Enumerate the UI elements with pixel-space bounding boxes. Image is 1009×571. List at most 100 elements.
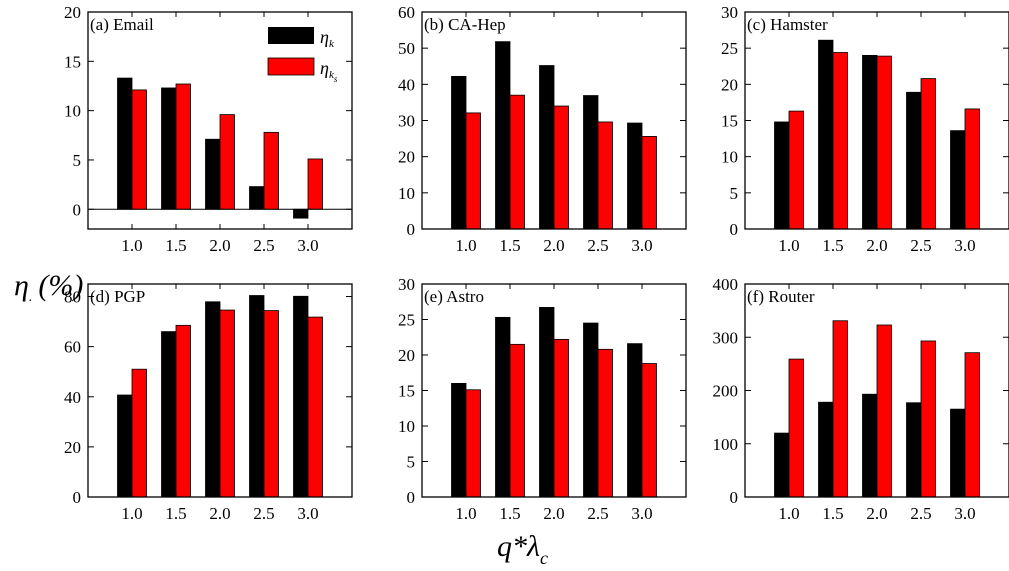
bar [876, 324, 892, 498]
y-tick-label: 80 [64, 288, 81, 307]
y-tick-label: 20 [398, 346, 415, 365]
panel-label: (a) Email [90, 15, 154, 34]
x-tick-label: 3.0 [631, 236, 652, 255]
x-tick-label: 2.5 [587, 504, 608, 523]
x-tick-label: 1.0 [121, 504, 142, 523]
bar [465, 389, 481, 498]
bar [539, 307, 555, 498]
bar [920, 340, 936, 498]
y-tick-label: 30 [398, 112, 415, 131]
bar [906, 402, 922, 498]
x-tick-label: 2.5 [253, 236, 274, 255]
panel-4: 0 20 40 60 80 1.0 1.5 2.0 2.5 3.0 (d) PGP [64, 283, 353, 523]
bar [862, 393, 878, 498]
bar [263, 131, 279, 210]
bar [205, 138, 221, 210]
y-tick-label: 20 [64, 3, 81, 22]
legend-label-k: ηk [320, 27, 335, 50]
x-tick-label: 2.0 [543, 236, 564, 255]
x-tick-label: 3.0 [954, 236, 975, 255]
bar [627, 343, 643, 498]
x-tick-label: 1.5 [822, 504, 843, 523]
bar [219, 114, 235, 210]
y-tick-label: 40 [64, 388, 81, 407]
x-tick-label: 3.0 [297, 236, 318, 255]
panel-2: 0 10 20 30 40 50 60 1.0 1.5 2.0 2.5 3.0 (b) CA-Hep [398, 3, 687, 255]
y-tick-label: 20 [721, 75, 738, 94]
panel-1: 0 5 10 15 20 1.0 1.5 2.0 2.5 3.0 (a) Email [64, 3, 353, 255]
y-tick-label: 15 [721, 112, 738, 131]
x-tick-label: 2.0 [543, 504, 564, 523]
x-tick-label: 1.5 [499, 504, 520, 523]
y-tick-label: 0 [730, 220, 739, 239]
x-tick-label: 2.5 [253, 504, 274, 523]
x-tick-label: 3.0 [297, 504, 318, 523]
bar [583, 95, 599, 230]
y-tick-label: 10 [721, 148, 738, 167]
panels: 0 5 10 15 20 1.0 1.5 2.0 2.5 3.0 (a) Email 0 10 20 30 4… [64, 3, 1009, 523]
bar [161, 87, 177, 210]
bar [465, 112, 481, 230]
legend-swatch-k [268, 27, 314, 44]
bar [597, 121, 613, 230]
y-tick-label: 5 [730, 184, 739, 203]
legend: ηk ηks [267, 27, 338, 84]
y-tick-label: 15 [64, 52, 81, 71]
bar [219, 309, 235, 498]
bar [906, 91, 922, 230]
y-tick-label: 400 [713, 275, 739, 294]
x-axis-label: q*λc [497, 530, 548, 568]
x-tick-label: 2.0 [866, 236, 887, 255]
bar [205, 301, 221, 498]
y-tick-label: 25 [721, 39, 738, 58]
y-tick-label: 300 [713, 328, 739, 347]
panel-label: (d) PGP [90, 287, 145, 306]
x-tick-label: 1.0 [778, 236, 799, 255]
bar [117, 394, 133, 498]
bar [627, 122, 643, 230]
x-tick-label: 1.5 [165, 504, 186, 523]
bar [451, 382, 467, 498]
x-tick-label: 1.0 [778, 504, 799, 523]
bar [451, 75, 467, 230]
y-tick-label: 60 [398, 3, 415, 22]
bar [950, 130, 966, 230]
bar [818, 401, 834, 498]
bar [950, 408, 966, 498]
bar [964, 352, 980, 498]
bar [774, 432, 790, 498]
bar [832, 52, 848, 230]
y-tick-label: 30 [398, 275, 415, 294]
bar [175, 324, 191, 498]
bar [131, 89, 147, 210]
bar [249, 186, 265, 210]
x-tick-label: 1.5 [499, 236, 520, 255]
y-tick-label: 100 [713, 435, 739, 454]
bar [583, 322, 599, 498]
bar [964, 108, 980, 230]
y-tick-label: 0 [730, 488, 739, 507]
bar [774, 121, 790, 230]
x-tick-label: 1.5 [822, 236, 843, 255]
y-tick-label: 0 [73, 200, 82, 219]
bar [832, 320, 848, 498]
bar [788, 110, 804, 230]
panel-label: (c) Hamster [747, 15, 828, 34]
x-tick-label: 2.0 [866, 504, 887, 523]
bar [553, 105, 569, 230]
y-tick-label: 30 [721, 3, 738, 22]
y-tick-label: 50 [398, 39, 415, 58]
legend-swatch-ks [267, 57, 315, 76]
bar [920, 78, 936, 230]
y-tick-label: 10 [398, 184, 415, 203]
bar [539, 65, 555, 230]
legend-label-ks: ηks [320, 58, 338, 84]
bar [175, 83, 191, 210]
y-axis-label: η. (%) [14, 269, 83, 305]
bar [293, 295, 309, 498]
bar [161, 331, 177, 498]
bar [876, 55, 892, 230]
bar [788, 358, 804, 498]
bar [495, 41, 511, 230]
bar [249, 295, 265, 498]
